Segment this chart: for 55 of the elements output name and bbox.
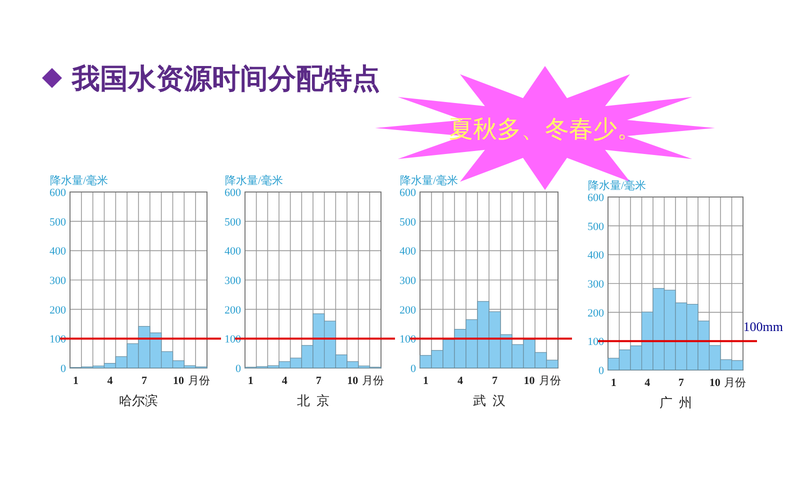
x-tick-label: 7 <box>141 375 148 387</box>
y-tick-label: 0 <box>60 363 66 375</box>
y-tick-label: 300 <box>588 278 604 290</box>
y-tick-label: 400 <box>224 246 242 258</box>
y-tick-label: 0 <box>236 363 242 375</box>
x-axis-title: 月份 <box>362 375 384 387</box>
x-tick-label: 4 <box>458 375 464 387</box>
x-tick-label: 4 <box>107 375 114 387</box>
y-tick-label: 200 <box>224 304 242 316</box>
y-tick-label: 500 <box>50 216 66 228</box>
y-tick-label: 600 <box>588 192 604 204</box>
y-tick-label: 200 <box>400 304 416 316</box>
x-tick-label: 10 <box>524 375 536 387</box>
y-tick-label: 400 <box>400 246 416 258</box>
text: 广 州 <box>659 395 692 410</box>
text: 武 汉 <box>472 393 506 408</box>
y-axis-title: 降水量/毫米 <box>50 174 108 187</box>
x-tick-label: 7 <box>678 377 684 389</box>
x-tick-label: 1 <box>72 375 78 387</box>
text: 夏秋多、冬春少。 <box>449 117 641 143</box>
x-tick-label: 4 <box>644 377 651 389</box>
y-tick-label: 300 <box>50 275 66 287</box>
ref-line-label: 100mm <box>743 319 783 334</box>
y-tick-label: 300 <box>224 275 242 287</box>
text: 哈尔滨 <box>119 393 158 408</box>
y-tick-label: 600 <box>400 187 416 199</box>
y-tick-label: 500 <box>224 216 242 228</box>
y-tick-label: 600 <box>224 187 242 199</box>
y-tick-label: 200 <box>588 307 604 320</box>
x-tick-label: 1 <box>423 375 428 387</box>
x-tick-label: 4 <box>282 375 288 387</box>
x-tick-label: 10 <box>172 375 184 387</box>
y-tick-label: 600 <box>50 187 66 199</box>
y-tick-label: 400 <box>50 246 66 258</box>
y-tick-label: 500 <box>588 220 604 233</box>
y-axis-title: 降水量/毫米 <box>225 174 284 187</box>
x-axis-title: 月份 <box>724 377 746 389</box>
x-tick-label: 1 <box>248 375 254 387</box>
y-axis-title: 降水量/毫米 <box>400 174 458 187</box>
text: 北 京 <box>296 393 330 408</box>
text: 我国水资源时间分配特点 <box>71 64 380 95</box>
y-tick-label: 500 <box>400 216 416 228</box>
x-tick-label: 10 <box>347 375 359 387</box>
y-tick-label: 200 <box>50 304 66 316</box>
x-tick-label: 7 <box>492 375 498 387</box>
y-tick-label: 0 <box>410 363 416 375</box>
y-tick-label: 0 <box>598 365 604 377</box>
x-tick-label: 7 <box>316 375 322 387</box>
y-tick-label: 300 <box>400 275 416 287</box>
y-tick-label: 400 <box>588 250 604 262</box>
x-axis-title: 月份 <box>188 375 210 387</box>
x-tick-label: 1 <box>610 377 616 389</box>
x-tick-label: 10 <box>709 377 721 389</box>
y-axis-title: 降水量/毫米 <box>588 179 646 192</box>
x-axis-title: 月份 <box>538 375 561 387</box>
